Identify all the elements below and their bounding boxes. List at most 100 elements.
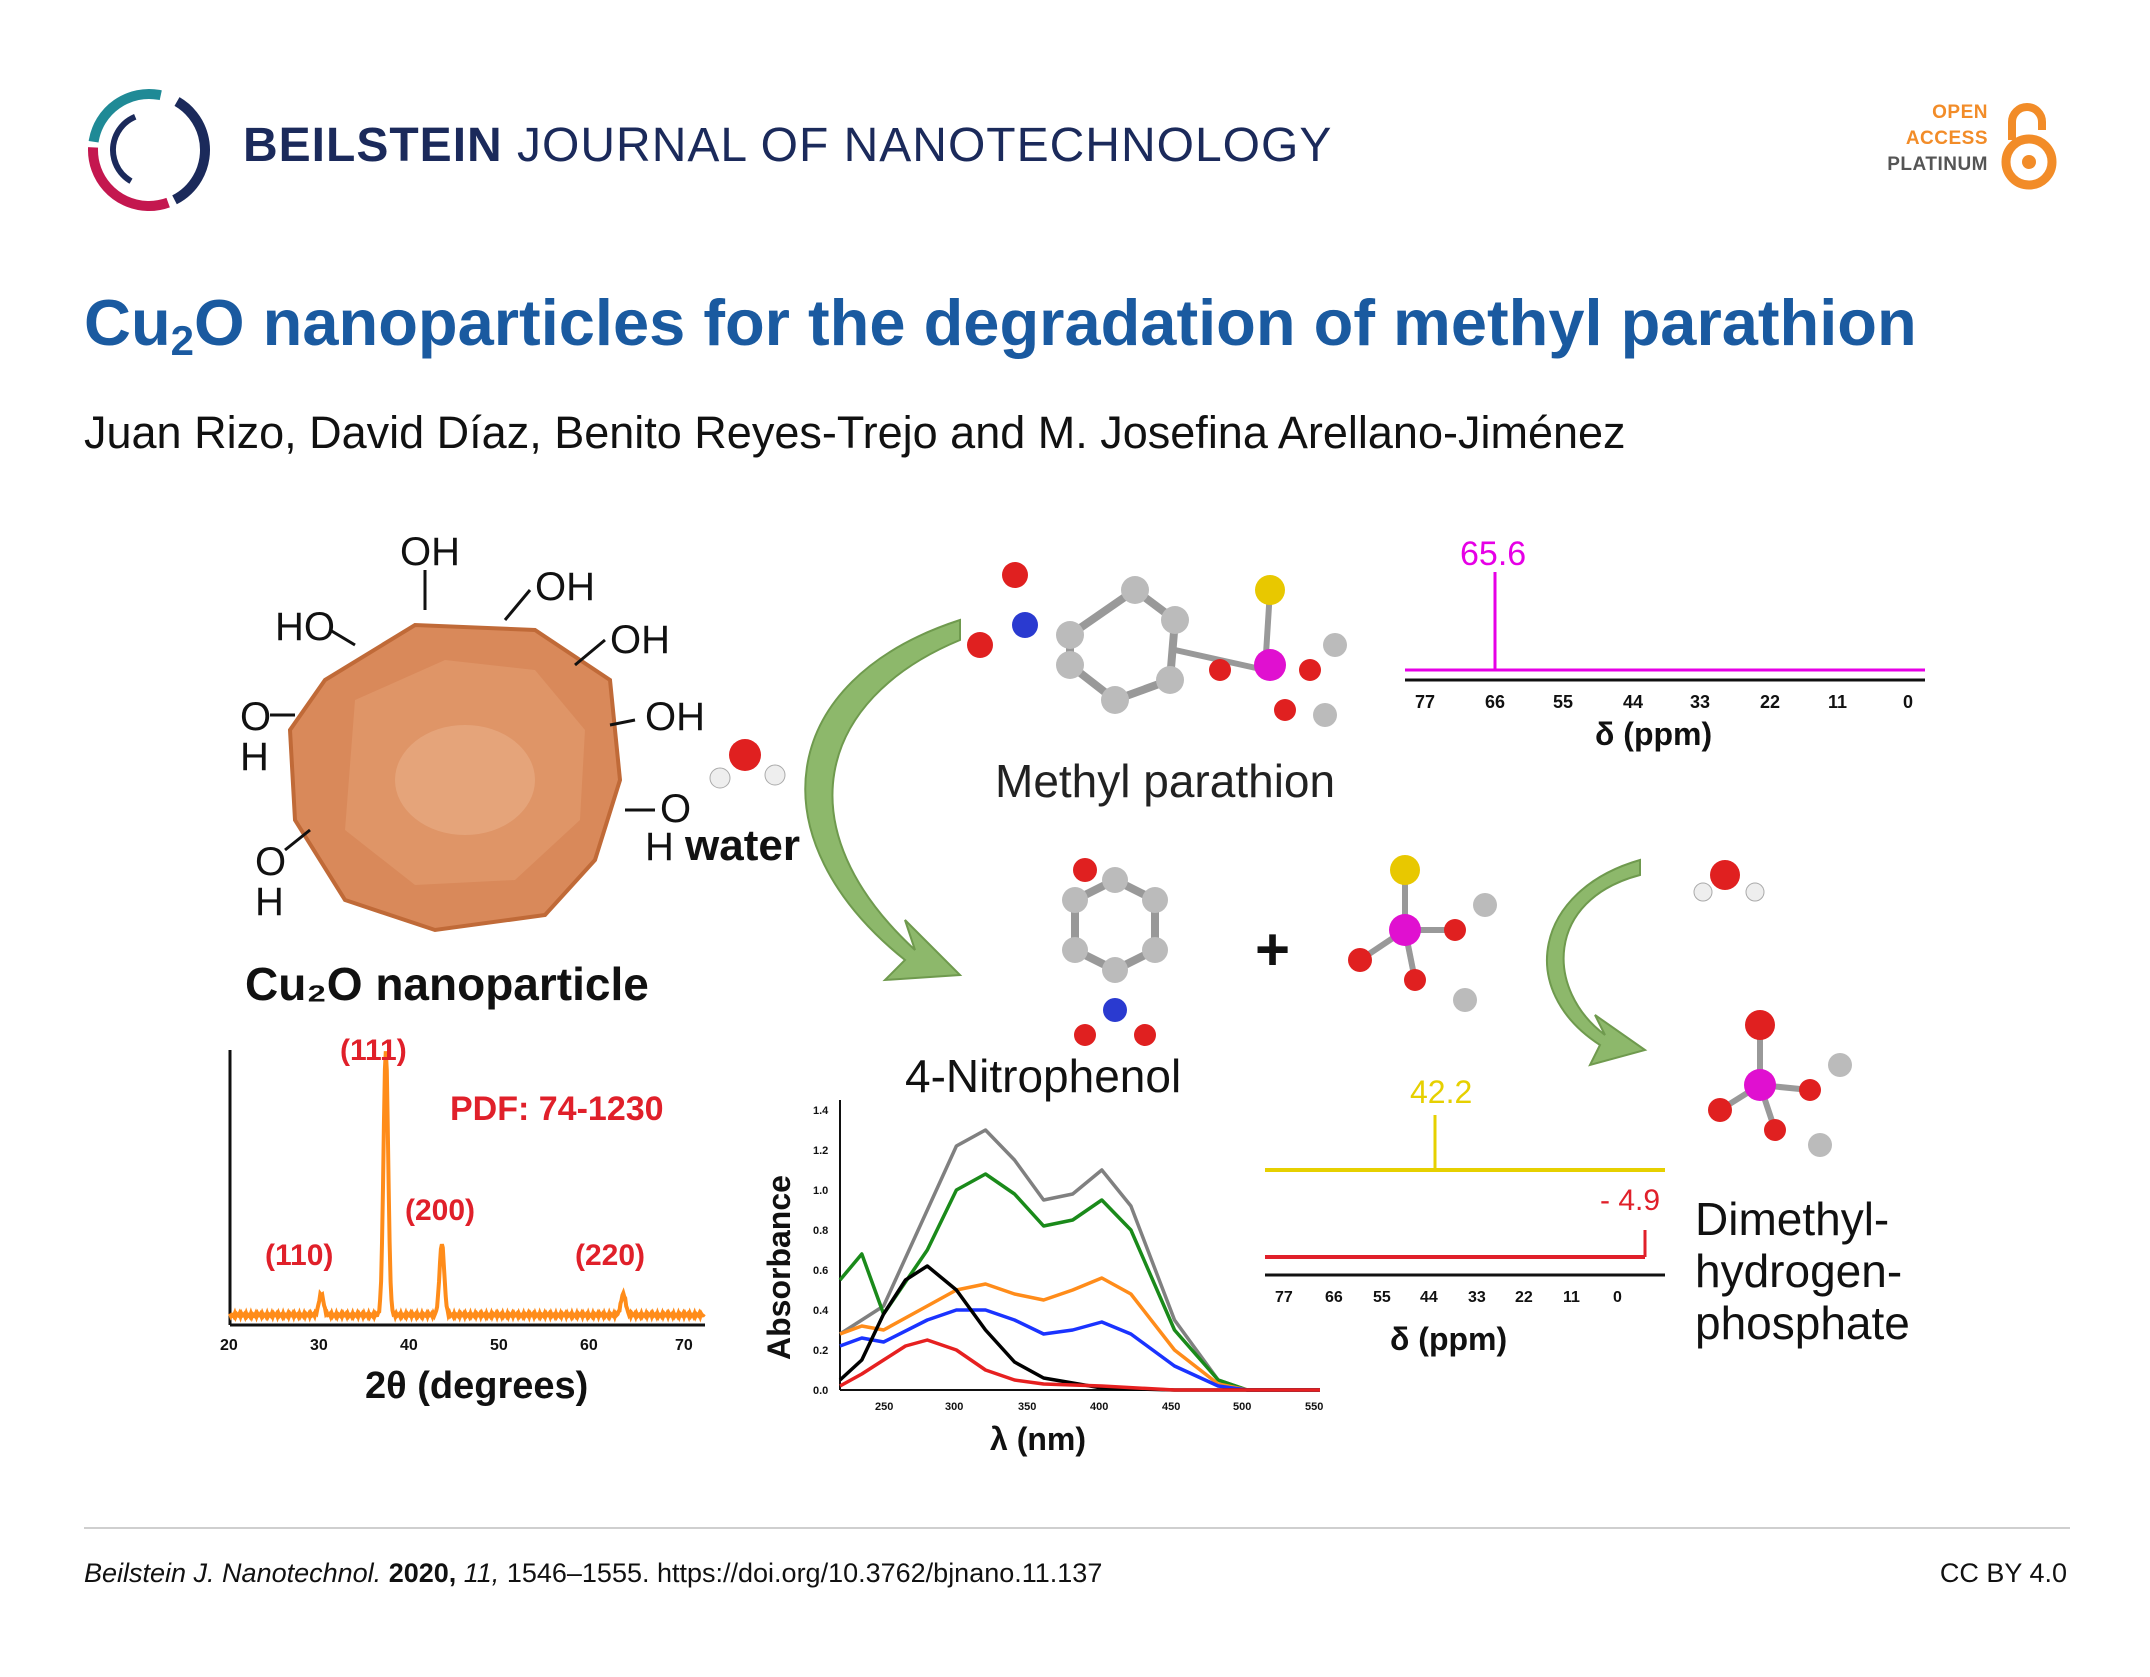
svg-text:44: 44 xyxy=(1623,692,1643,712)
nmr-red-peak-label: - 4.9 xyxy=(1600,1184,1660,1217)
svg-text:77: 77 xyxy=(1415,692,1435,712)
open-lock-icon xyxy=(2001,103,2057,190)
title-subscript: 2 xyxy=(170,317,195,364)
xrd-curve xyxy=(228,1051,706,1323)
open-access-line-3: PLATINUM xyxy=(1887,154,1988,175)
uvvis-xlabel: λ (nm) xyxy=(990,1421,1086,1457)
oh-group-1: OH xyxy=(400,530,460,574)
oh-group-2: OH xyxy=(535,565,595,609)
uvvis-series-line-5 xyxy=(839,1338,1320,1392)
svg-text:0.6: 0.6 xyxy=(813,1265,828,1277)
peak-label-111: (111) xyxy=(340,1034,407,1067)
nmr-bottom-plot: 42.2 - 4.9 77 66 55 44 33 22 11 0 δ (ppm… xyxy=(1265,1074,1665,1357)
svg-text:11: 11 xyxy=(1563,1289,1580,1306)
svg-text:O: O xyxy=(660,787,691,831)
svg-text:1.4: 1.4 xyxy=(813,1105,829,1117)
citation-year: 2020, xyxy=(388,1558,457,1588)
svg-text:500: 500 xyxy=(1233,1401,1251,1413)
svg-text:40: 40 xyxy=(400,1337,418,1354)
svg-text:1.2: 1.2 xyxy=(813,1145,828,1157)
svg-text:Dimethyl-: Dimethyl- xyxy=(1695,1193,1889,1245)
svg-text:70: 70 xyxy=(675,1337,693,1354)
svg-text:55: 55 xyxy=(1553,692,1573,712)
uvvis-xticks: 250 300 350 400 450 500 550 xyxy=(875,1401,1323,1413)
uvvis-ylabel: Absorbance xyxy=(761,1175,797,1360)
citation[interactable]: Beilstein J. Nanotechnol. 2020, 11, 1546… xyxy=(84,1558,1102,1589)
reaction-arrow-2 xyxy=(1546,858,1648,1067)
journal-name-bold: BEILSTEIN xyxy=(243,119,503,172)
xrd-ticks: 20 30 40 50 60 70 xyxy=(220,1337,693,1354)
svg-text:0.0: 0.0 xyxy=(813,1385,828,1397)
xrd-xlabel: 2θ (degrees) xyxy=(365,1365,588,1407)
surface-groups: OH OH HO OH OH xyxy=(275,530,705,739)
svg-text:22: 22 xyxy=(1515,1289,1533,1306)
dmhp-molecule xyxy=(1708,1010,1852,1157)
title-prefix: Cu xyxy=(84,286,171,359)
svg-text:66: 66 xyxy=(1325,1289,1343,1306)
citation-volume: 11, xyxy=(463,1558,500,1588)
svg-text:20: 20 xyxy=(220,1337,238,1354)
title-rest: O nanoparticles for the degradation of m… xyxy=(194,286,1917,359)
uvvis-series-line-3 xyxy=(839,1308,1320,1392)
svg-text:550: 550 xyxy=(1305,1401,1323,1413)
nmr-top-plot: 65.6 77 66 55 44 33 22 11 0 δ (ppm) xyxy=(1405,535,1925,752)
svg-text:1.0: 1.0 xyxy=(813,1185,828,1197)
peak-label-110: (110) xyxy=(265,1239,333,1272)
journal-name[interactable]: BEILSTEIN JOURNAL OF NANOTECHNOLOGY xyxy=(243,118,1332,173)
xrd-plot: (110) (111) (200) (220) PDF: 74-1230 20 … xyxy=(220,1034,706,1407)
surface-bonds xyxy=(270,570,655,852)
thiophosphate-molecule xyxy=(1348,855,1497,1012)
svg-text:O: O xyxy=(255,840,286,884)
xrd-peak-labels: (110) (111) (200) (220) xyxy=(265,1034,645,1272)
svg-text:66: 66 xyxy=(1485,692,1505,712)
open-access-badge[interactable]: OPEN ACCESS PLATINUM xyxy=(1858,100,2058,200)
svg-text:33: 33 xyxy=(1468,1289,1486,1306)
svg-text:0.8: 0.8 xyxy=(813,1225,828,1237)
license[interactable]: CC BY 4.0 xyxy=(1939,1558,2067,1588)
svg-text:450: 450 xyxy=(1162,1401,1180,1413)
svg-text:50: 50 xyxy=(490,1337,508,1354)
svg-text:hydrogen-: hydrogen- xyxy=(1695,1245,1902,1297)
nitrophenol-molecule xyxy=(1062,858,1168,1046)
svg-text:H: H xyxy=(240,735,269,779)
citation-journal: Beilstein J. Nanotechnol. xyxy=(84,1558,382,1588)
cu2o-particle-illustration xyxy=(287,622,623,933)
svg-text:400: 400 xyxy=(1090,1401,1108,1413)
svg-text:0.4: 0.4 xyxy=(813,1305,829,1317)
uvvis-series-line-0 xyxy=(839,1128,1320,1392)
dmhp-label: Dimethyl- hydrogen- phosphate xyxy=(1695,1193,1910,1349)
svg-text:60: 60 xyxy=(580,1337,598,1354)
o-h-vertical-groups: OH OH OH xyxy=(240,695,691,924)
svg-text:77: 77 xyxy=(1275,1289,1293,1306)
svg-text:H: H xyxy=(645,825,674,869)
plus-sign: + xyxy=(1255,916,1290,983)
article-authors: Juan Rizo, David Díaz, Benito Reyes-Trej… xyxy=(84,407,1626,458)
oh-group-4: OH xyxy=(645,695,705,739)
footer-divider xyxy=(84,1527,2070,1529)
peak-label-200: (200) xyxy=(405,1194,475,1227)
nmr-top-ticks: 77 66 55 44 33 22 11 0 xyxy=(1415,692,1913,712)
water-molecule-2 xyxy=(1693,860,1765,902)
article-title: Cu2O nanoparticles for the degradation o… xyxy=(84,285,1917,365)
svg-text:30: 30 xyxy=(310,1337,328,1354)
nmr-top-xlabel: δ (ppm) xyxy=(1595,716,1712,752)
open-access-line-1: OPEN xyxy=(1932,102,1988,123)
open-access-line-2: ACCESS xyxy=(1905,128,1988,149)
svg-text:250: 250 xyxy=(875,1401,893,1413)
citation-pages-doi[interactable]: 1546–1555. https://doi.org/10.3762/bjnan… xyxy=(506,1558,1103,1588)
svg-text:55: 55 xyxy=(1373,1289,1391,1306)
svg-text:11: 11 xyxy=(1828,692,1847,712)
svg-text:H: H xyxy=(255,880,284,924)
svg-text:33: 33 xyxy=(1690,692,1710,712)
nitrophenol-label: 4-Nitrophenol xyxy=(905,1050,1181,1102)
svg-text:0: 0 xyxy=(1613,1289,1622,1306)
graphical-abstract: OH OH HO OH OH OH OH OH Cu₂O nanoparticl… xyxy=(220,530,1925,1457)
svg-text:phosphate: phosphate xyxy=(1695,1297,1910,1349)
svg-text:300: 300 xyxy=(945,1401,963,1413)
water-label: water xyxy=(684,821,800,870)
nmr-yellow-peak-label: 42.2 xyxy=(1410,1074,1472,1110)
svg-text:44: 44 xyxy=(1420,1289,1438,1306)
svg-text:22: 22 xyxy=(1760,692,1780,712)
journal-logo[interactable] xyxy=(85,86,213,214)
nmr-bottom-xlabel: δ (ppm) xyxy=(1390,1321,1507,1357)
